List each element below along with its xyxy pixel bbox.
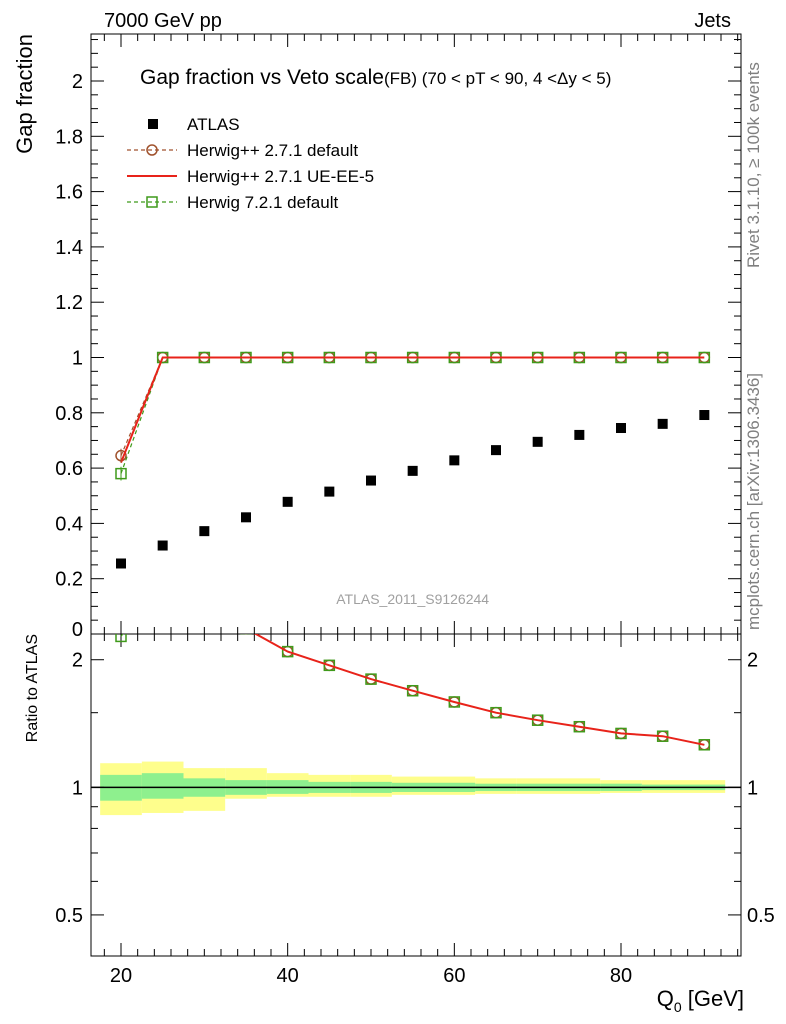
y-tick-label: 1.6 <box>55 182 83 204</box>
legend-label: Herwig++ 2.7.1 UE-EE-5 <box>187 167 374 186</box>
x-tick-label: 60 <box>443 965 465 987</box>
main-atlas-point <box>574 429 585 440</box>
y-tick-label: 0 <box>72 619 83 641</box>
ratio-y-tick-label-right: 1 <box>747 777 758 799</box>
y-tick-label: 2 <box>72 71 83 93</box>
main-atlas-point <box>532 436 543 447</box>
main-atlas-point <box>407 465 418 476</box>
analysis-watermark: ATLAS_2011_S9126244 <box>336 591 489 607</box>
y-tick-label: 1 <box>72 348 83 370</box>
ratio-y-axis-title: Ratio to ATLAS <box>24 634 41 742</box>
ratio-bands <box>91 761 741 816</box>
ratio-herwig-2-7-1-ue-ee-5-line <box>253 634 705 746</box>
ratio-herwig-7-2-1-default-point <box>240 634 252 635</box>
main-atlas-point <box>699 410 710 421</box>
ratio-herwig-2-7-1-default-point <box>158 572 168 582</box>
x-axis-title: Q0 [GeV] <box>657 986 744 1015</box>
main-series <box>115 351 711 569</box>
legend-label: Herwig++ 2.7.1 default <box>187 141 358 160</box>
x-tick-label: 40 <box>277 965 299 987</box>
x-axis-title-sub: 0 <box>674 999 682 1015</box>
ratio-herwig-7-2-1-default-point <box>281 645 294 658</box>
legend-label: Herwig 7.2.1 default <box>187 193 338 212</box>
ratio-y-tick-label-left: 2 <box>72 650 83 672</box>
ratio-herwig-7-2-1-default-point <box>448 696 461 708</box>
ratio-y-tick-label-left: 1 <box>72 777 83 799</box>
main-atlas-point <box>616 423 626 434</box>
ratio-y-tick-label-right: 0.5 <box>747 905 775 927</box>
y-tick-label: 0.4 <box>55 513 83 535</box>
main-herwig-2-7-1-ue-ee-5-line <box>120 356 705 463</box>
process-label: Jets <box>694 10 731 32</box>
y-axis-title: Gap fraction <box>12 34 37 154</box>
y-tick-label: 1.8 <box>55 126 83 148</box>
main-atlas-point <box>491 445 501 456</box>
legend <box>127 119 177 208</box>
y-tick-label: 0.6 <box>55 458 83 480</box>
main-atlas-point <box>199 526 210 537</box>
ratio-herwig-2-7-1-default-point <box>244 634 248 635</box>
legend-marker <box>148 119 158 129</box>
rivet-version-label: Rivet 3.1.10, ≥ 100k events <box>744 62 763 268</box>
ratio-y-tick-label-left: 0.5 <box>55 905 83 927</box>
ratio-herwig-7-2-1-default-point <box>406 684 419 697</box>
ratio-y-tick-label-right: 2 <box>747 650 758 672</box>
main-atlas-point <box>157 540 168 551</box>
mcplots-label: mcplots.cern.ch [arXiv:1306.3436] <box>744 372 763 630</box>
legend-marker <box>146 144 158 156</box>
title-cuts: (FB) (70 < pT < 90, 4 <Δy < 5) <box>383 69 612 88</box>
main-atlas-point <box>282 496 293 507</box>
ratio-herwig-7-2-1-default-point <box>365 673 377 685</box>
legend-marker <box>146 196 158 208</box>
main-herwig-7-2-1-default-line <box>120 356 705 474</box>
energy-label: 7000 GeV pp <box>104 10 222 32</box>
ratio-herwig-2-7-1-default-point <box>116 611 126 621</box>
main-atlas-point <box>366 475 376 486</box>
y-tick-label: 0.8 <box>55 403 83 425</box>
main-atlas-point <box>324 486 335 497</box>
x-axis-title-q: Q <box>657 986 674 1011</box>
main-atlas-point <box>449 455 460 466</box>
main-atlas-point <box>657 418 668 429</box>
ratio-frame <box>90 633 742 957</box>
x-tick-label: 20 <box>110 965 132 987</box>
ratio-herwig-7-2-1-default-point <box>115 634 127 643</box>
ratio-herwig-7-2-1-default-point <box>199 600 209 610</box>
ratio-herwig-2-7-1-default-point <box>199 600 209 610</box>
main-herwig-2-7-1-default-line <box>120 356 705 456</box>
y-tick-label: 0.2 <box>55 569 83 591</box>
plot-title: Gap fraction vs Veto scale(FB) (70 < pT … <box>140 66 611 90</box>
y-tick-label: 1.4 <box>55 237 83 259</box>
ratio-herwig-7-2-1-default-point <box>158 572 168 582</box>
legend-label: ATLAS <box>187 115 240 134</box>
ratio-band-inner <box>141 773 184 799</box>
ratio-herwig-7-2-1-default-point <box>323 659 336 672</box>
ratio-series <box>115 572 711 751</box>
y-tick-label: 1.2 <box>55 292 83 314</box>
main-atlas-point <box>116 558 126 569</box>
title-main: Gap fraction vs Veto scale <box>140 66 384 89</box>
x-axis-title-unit: [GeV] <box>682 986 744 1011</box>
x-tick-label: 80 <box>610 965 632 987</box>
main-atlas-point <box>241 512 251 523</box>
